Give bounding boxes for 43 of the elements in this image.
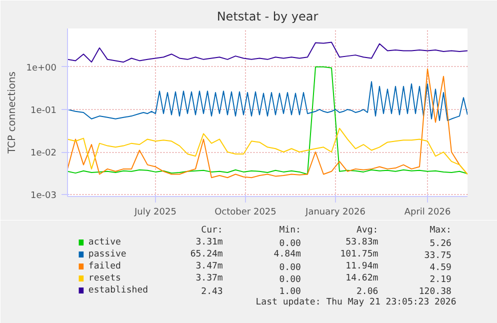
text: 14.62m: [346, 274, 378, 284]
x-tick-label: July 2025: [134, 208, 176, 218]
text: 0.00: [279, 275, 301, 285]
text: 2.19: [430, 275, 452, 285]
text: 2.06: [356, 287, 378, 297]
x-tick-label: April 2026: [404, 208, 451, 218]
text: 120.38: [418, 287, 452, 297]
y-tick-label: 1e-03: [30, 191, 57, 202]
legend-label: passive: [88, 250, 126, 260]
text: 33.75: [424, 251, 452, 261]
text: 53.83m: [346, 238, 378, 248]
legend-label: resets: [88, 274, 121, 284]
text: Max:: [430, 226, 452, 236]
x-tick-label: October 2025: [214, 208, 276, 218]
x-tick-label: January 2026: [304, 208, 366, 218]
text: 4.84m: [274, 250, 301, 260]
text: 65.24m: [190, 250, 223, 260]
text: 101.75m: [340, 250, 378, 260]
y-tick-label: 1e-01: [30, 106, 57, 116]
line-series: [68, 42, 468, 63]
text: Cur:: [201, 226, 223, 236]
chart-title: Netstat - by year: [216, 10, 318, 24]
legend-label: failed: [88, 262, 121, 272]
text: Min:: [279, 226, 301, 236]
text: 4.59: [430, 263, 452, 273]
line-series: [68, 128, 468, 175]
text: 2.43: [201, 287, 223, 297]
text: 3.47m: [196, 262, 223, 272]
y-axis-title: TCP connections: [7, 71, 18, 155]
y-tick-label: 1e-02: [30, 148, 57, 159]
text: Avg:: [356, 226, 378, 236]
text: 3.31m: [196, 238, 223, 248]
y-tick-label: 1e+00: [26, 63, 57, 74]
text: Last update: Thu May 21 23:05:23 2026: [256, 298, 456, 308]
text: 3.37m: [196, 274, 223, 284]
text: 11.94m: [346, 262, 378, 272]
legend-label: active: [88, 238, 121, 248]
line-series: [68, 81, 468, 122]
text: 0.00: [279, 263, 301, 273]
legend-label: established: [88, 286, 148, 296]
text: 5.26: [430, 239, 452, 249]
text: 0.00: [279, 239, 301, 249]
text: 1.00: [279, 287, 301, 297]
